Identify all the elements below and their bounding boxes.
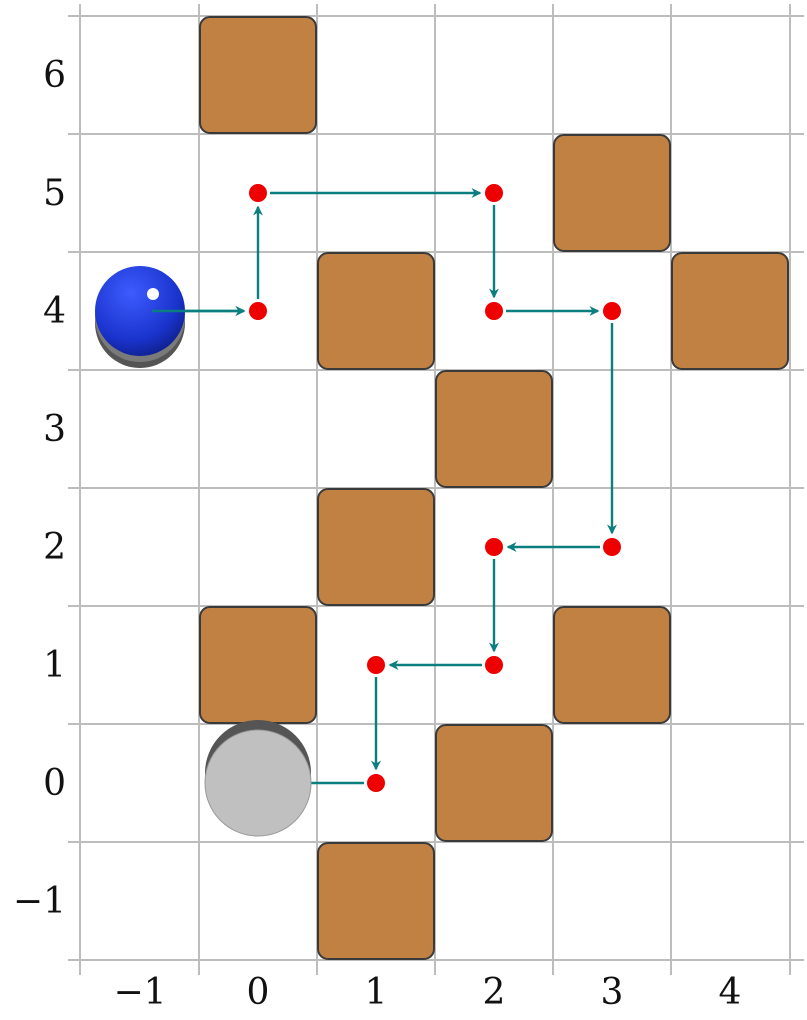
- waypoint-dot: [485, 184, 503, 202]
- x-tick-label: −1: [113, 972, 166, 1013]
- y-tick-label: 4: [43, 291, 66, 332]
- obstacle-block: [199, 16, 317, 134]
- waypoint-dot: [249, 302, 267, 320]
- x-tick-label: 0: [247, 972, 270, 1013]
- waypoint-dot: [485, 302, 503, 320]
- y-tick-label: 5: [43, 173, 66, 214]
- y-tick-label: 1: [43, 645, 66, 686]
- waypoint-dot: [367, 774, 385, 792]
- obstacle-block: [553, 606, 671, 724]
- waypoint-dot: [485, 656, 503, 674]
- obstacle-block: [671, 252, 789, 370]
- obstacle-block: [553, 134, 671, 252]
- y-tick-label: 0: [43, 763, 66, 804]
- x-tick-label: 1: [365, 972, 388, 1013]
- obstacle-block: [317, 842, 435, 960]
- obstacle-block: [435, 724, 553, 842]
- waypoint-dot: [603, 538, 621, 556]
- ball-body: [95, 266, 185, 356]
- waypoint-dot: [249, 184, 267, 202]
- x-tick-label: 3: [601, 972, 624, 1013]
- ball-highlight: [147, 288, 159, 300]
- y-tick-label: −1: [13, 881, 66, 922]
- obstacle-block: [317, 488, 435, 606]
- waypoint-dot: [367, 656, 385, 674]
- waypoint-dot: [485, 538, 503, 556]
- y-tick-label: 6: [43, 55, 66, 96]
- y-tick-label: 3: [43, 409, 66, 450]
- x-tick-label: 2: [483, 972, 506, 1013]
- start-ball: [95, 266, 185, 368]
- obstacle-block: [199, 606, 317, 724]
- obstacle-block: [317, 252, 435, 370]
- goal-marker: [204, 720, 312, 837]
- y-tick-label: 2: [43, 527, 66, 568]
- waypoint-dot: [603, 302, 621, 320]
- x-tick-label: 4: [719, 972, 742, 1013]
- obstacle-block: [435, 370, 553, 488]
- goal-disc: [204, 729, 312, 837]
